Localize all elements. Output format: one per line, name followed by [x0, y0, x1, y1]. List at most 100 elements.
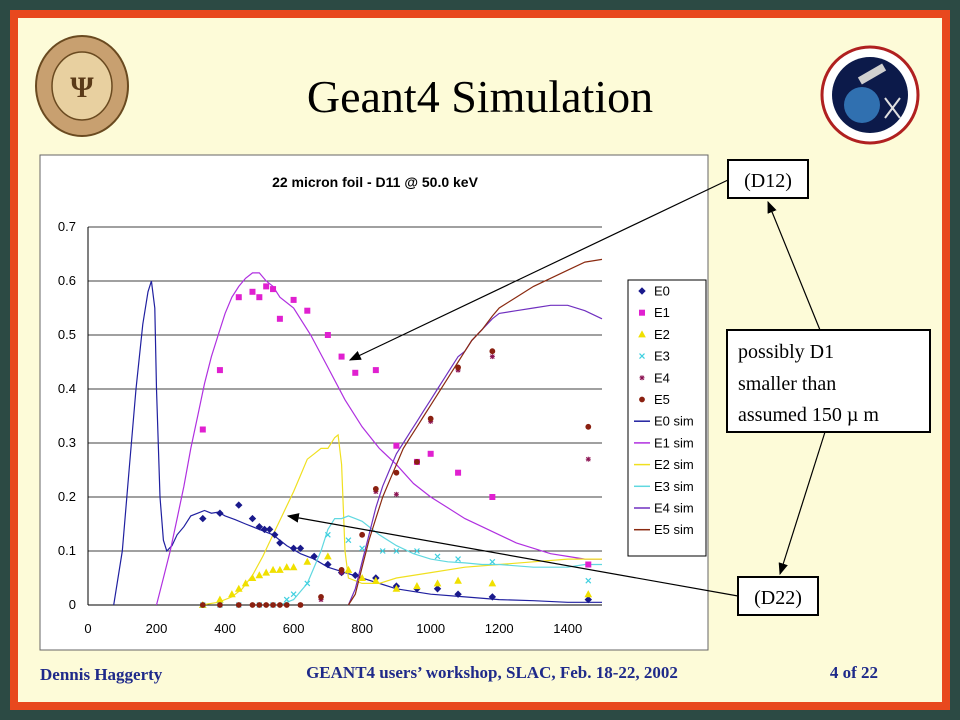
legend-label-e5-sim: E5 sim — [654, 522, 694, 537]
data-point-e1 — [235, 294, 242, 301]
callout-d12-box — [727, 159, 809, 199]
data-point-e0 — [584, 595, 593, 604]
y-tick-label: 0.4 — [58, 381, 76, 396]
series-line-e2-sim — [201, 433, 602, 606]
legend-label-e3: E3 — [654, 349, 670, 364]
apl-space-department-logo — [820, 45, 920, 145]
x-tick-labels: 0 200 400 600 800 1000 1200 1400 — [84, 621, 582, 636]
y-tick-label: 0.1 — [58, 543, 76, 558]
data-point-e0 — [248, 514, 257, 523]
data-point-e0 — [433, 585, 442, 593]
y-tick-label: 0.6 — [58, 273, 76, 288]
data-point-e2 — [324, 552, 332, 560]
data-point-e5 — [270, 602, 276, 608]
data-point-e1 — [393, 442, 400, 449]
measured-points — [198, 283, 593, 608]
data-point-e1 — [199, 426, 206, 433]
y-tick-labels: 0 0.1 0.2 0.3 0.4 0.5 0.6 0.7 — [58, 219, 76, 612]
data-point-e1 — [455, 469, 462, 476]
data-point-e2 — [344, 565, 353, 573]
callout-d22-label: (D22) — [754, 587, 802, 609]
x-tick-label: 600 — [283, 621, 305, 636]
footer-event: GEANT4 users’ workshop, SLAC, Feb. 18-22… — [306, 663, 678, 682]
jhu-logo: Ψ — [35, 35, 129, 137]
data-point-e0 — [216, 509, 224, 517]
data-point-e3 — [379, 548, 386, 554]
data-point-e0 — [199, 514, 207, 523]
x-tick-label: 1000 — [416, 621, 445, 636]
data-point-e5 — [393, 469, 400, 476]
data-point-e5 — [318, 594, 324, 600]
data-point-e5 — [359, 531, 366, 538]
data-point-e2 — [289, 563, 298, 571]
footer-page-number: 4 of 22 — [830, 663, 878, 682]
data-point-e0 — [235, 501, 243, 509]
data-point-e2 — [433, 579, 442, 587]
data-point-e2 — [282, 563, 291, 571]
data-point-e1 — [256, 294, 263, 301]
data-point-e0 — [271, 531, 279, 539]
data-point-e3 — [290, 591, 297, 598]
chart-legend — [627, 279, 707, 557]
data-point-e3 — [434, 553, 441, 560]
legend-swatch-e4 — [639, 375, 645, 381]
svg-text:Ψ: Ψ — [70, 71, 94, 104]
data-point-e5 — [427, 415, 434, 422]
data-point-e3 — [414, 548, 420, 554]
data-point-e1 — [290, 296, 297, 303]
data-point-e0 — [265, 525, 274, 534]
data-point-e2 — [488, 579, 497, 587]
data-point-e5 — [276, 602, 283, 608]
callout-note-box — [726, 329, 931, 433]
legend-label-e2: E2 — [654, 327, 670, 342]
data-point-e3 — [455, 556, 462, 563]
data-point-e5 — [297, 602, 304, 608]
data-point-e5 — [414, 459, 420, 465]
x-tick-label: 1400 — [553, 621, 582, 636]
data-point-e0 — [454, 590, 462, 598]
data-point-e2 — [262, 568, 271, 576]
x-tick-label: 200 — [146, 621, 168, 636]
data-point-e4 — [489, 354, 495, 360]
data-point-e2 — [216, 595, 224, 603]
data-point-e5 — [199, 602, 206, 608]
x-tick-label: 800 — [351, 621, 373, 636]
data-point-e5 — [249, 602, 256, 608]
data-point-e1 — [489, 494, 496, 500]
data-point-e1 — [372, 367, 379, 374]
x-tick-label: 400 — [214, 621, 236, 636]
x-tick-label: 0 — [84, 621, 91, 636]
callout-note-line-2: smaller than — [738, 373, 836, 395]
arrow-d22-to-chart — [286, 513, 739, 597]
data-point-e2 — [241, 579, 250, 587]
data-point-e2 — [371, 576, 380, 584]
data-point-e2 — [584, 590, 593, 598]
data-point-e0 — [324, 560, 332, 569]
data-point-e3 — [359, 545, 366, 552]
data-point-e5 — [283, 602, 290, 608]
callout-note-line-3: assumed 150 µ m — [738, 404, 879, 426]
arrow-d12-to-chart — [348, 179, 729, 361]
legend-label-e5: E5 — [654, 392, 670, 407]
legend-label-e4-sim: E4 sim — [654, 501, 694, 516]
data-point-e1 — [304, 307, 311, 314]
y-tick-label: 0.7 — [58, 219, 76, 234]
footer-author: Dennis Haggerty — [40, 665, 163, 684]
legend-swatch-e3 — [639, 353, 645, 360]
data-point-e2 — [269, 565, 277, 573]
legend-label-e2-sim: E2 sim — [654, 457, 694, 472]
data-point-e5 — [455, 364, 461, 371]
x-tick-label: 1200 — [485, 621, 514, 636]
legend-label-e3-sim: E3 sim — [654, 479, 694, 494]
callout-d12-label: (D12) — [744, 170, 792, 192]
data-point-e1 — [249, 288, 256, 295]
y-tick-label: 0.5 — [58, 327, 76, 342]
data-point-e1 — [338, 353, 345, 360]
data-point-e0 — [310, 552, 318, 561]
chart-axes — [87, 227, 602, 606]
data-point-e3 — [304, 580, 311, 587]
data-point-e5 — [338, 567, 345, 573]
data-point-e1 — [216, 367, 223, 374]
data-point-e2 — [248, 573, 257, 581]
